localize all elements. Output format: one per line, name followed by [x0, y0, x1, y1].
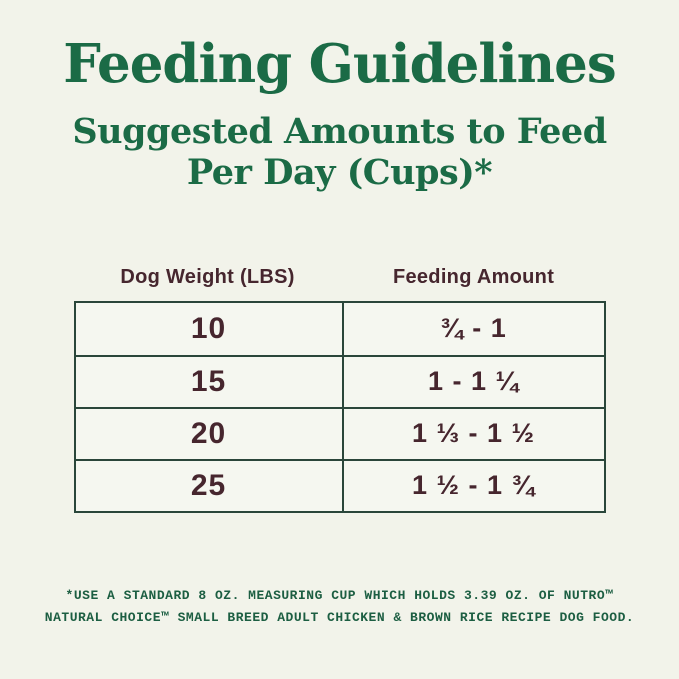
- footnote-line-2: NATURAL CHOICE™ SMALL BREED ADULT CHICKE…: [44, 609, 635, 625]
- feeding-table: 10 ¾ - 1 15 1 - 1 ¼ 20 1 ⅓ - 1 ½ 25 1 ½ …: [73, 300, 606, 513]
- table-row: 15 1 - 1 ¼: [75, 354, 604, 407]
- dog-weight-value: 20: [190, 416, 227, 450]
- column-header-dog-weight: Dog Weight (LBS): [120, 265, 295, 288]
- dog-weight-value: 10: [190, 311, 227, 345]
- footnote: *USE A STANDARD 8 OZ. MEASURING CUP WHIC…: [45, 585, 634, 629]
- feeding-amount-value: 1 ⅓ - 1 ½: [341, 408, 604, 459]
- feeding-amount-value: 1 - 1 ¼: [341, 356, 604, 407]
- table-row: 20 1 ⅓ - 1 ½: [75, 406, 604, 459]
- table-column-headers: Dog Weight (LBS) Feeding Amount: [74, 266, 606, 289]
- subtitle-line-1: Suggested Amounts to Feed: [72, 110, 607, 152]
- subtitle-line-2: Per Day (Cups)*: [186, 152, 493, 194]
- table-row: 25 1 ½ - 1 ¾: [75, 458, 604, 511]
- dog-weight-value: 25: [190, 468, 227, 502]
- dog-weight-value: 15: [190, 364, 227, 398]
- feeding-amount-value: ¾ - 1: [341, 302, 604, 355]
- table-row: 10 ¾ - 1: [76, 302, 604, 355]
- page-subtitle: Suggested Amounts to Feed Per Day (Cups)…: [72, 110, 607, 194]
- feeding-table-section: Dog Weight (LBS) Feeding Amount 10 ¾ - 1…: [73, 266, 606, 513]
- page-title: Feeding Guidelines: [63, 33, 616, 95]
- feeding-amount-value: 1 ½ - 1 ¾: [341, 460, 604, 511]
- column-header-feeding-amount: Feeding Amount: [392, 265, 555, 288]
- footnote-line-1: *USE A STANDARD 8 OZ. MEASURING CUP WHIC…: [65, 587, 614, 603]
